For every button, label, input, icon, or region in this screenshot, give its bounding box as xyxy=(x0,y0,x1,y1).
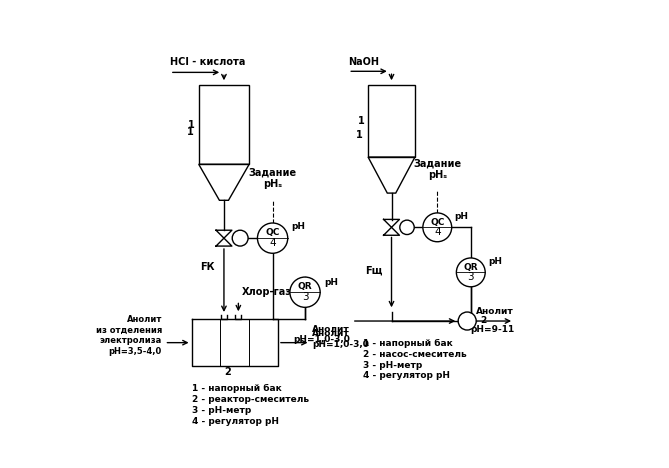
Text: 1: 1 xyxy=(356,131,363,140)
Text: 2 - реактор-смеситель: 2 - реактор-смеситель xyxy=(191,395,308,404)
Text: pH: pH xyxy=(324,278,338,287)
Text: 4: 4 xyxy=(270,238,276,249)
Text: 3: 3 xyxy=(302,292,308,302)
Text: QC: QC xyxy=(266,228,280,237)
Circle shape xyxy=(458,312,476,330)
Text: 1: 1 xyxy=(189,120,195,130)
Circle shape xyxy=(258,223,288,253)
Text: Задание
pHₛ: Задание pHₛ xyxy=(248,168,296,190)
Text: 2 - насос-смеситель: 2 - насос-смеситель xyxy=(363,350,466,359)
Text: 3 - рН-метр: 3 - рН-метр xyxy=(191,406,251,415)
Text: Анолит: Анолит xyxy=(476,307,514,315)
Text: 4: 4 xyxy=(434,227,441,237)
Text: Fщ: Fщ xyxy=(365,265,383,276)
Text: Анолит
из отделения
электролиза
рН=3,5-4,0: Анолит из отделения электролиза рН=3,5-4… xyxy=(96,315,162,356)
Text: 1: 1 xyxy=(187,127,193,137)
Text: 1: 1 xyxy=(358,116,365,126)
Text: NaOH: NaOH xyxy=(349,57,379,67)
Text: Задание
pHₛ: Задание pHₛ xyxy=(413,159,462,181)
Text: Анолит
рН=1,0-3,0: Анолит рН=1,0-3,0 xyxy=(312,329,369,349)
Text: Хлор-газ: Хлор-газ xyxy=(242,287,292,297)
Text: 4 - регулятор рН: 4 - регулятор рН xyxy=(191,417,278,425)
Text: рН=9-11: рН=9-11 xyxy=(470,325,514,334)
Text: pH: pH xyxy=(291,222,305,231)
Text: 1 - напорный бак: 1 - напорный бак xyxy=(191,384,281,393)
Text: 3: 3 xyxy=(468,272,474,282)
Text: Анолит
рН=1,0-3,0: Анолит рН=1,0-3,0 xyxy=(293,325,350,344)
Text: pH: pH xyxy=(454,212,468,221)
Text: 1 - напорный бак: 1 - напорный бак xyxy=(363,339,452,348)
Text: 2: 2 xyxy=(480,316,486,325)
Text: QC: QC xyxy=(430,218,444,227)
Text: 3 - рН-метр: 3 - рН-метр xyxy=(363,361,422,370)
Text: HCl - кислота: HCl - кислота xyxy=(170,57,246,67)
Circle shape xyxy=(400,220,414,234)
Text: QR: QR xyxy=(298,282,312,292)
Circle shape xyxy=(423,213,452,242)
Text: QR: QR xyxy=(464,263,478,272)
Circle shape xyxy=(456,258,485,287)
Text: pH: pH xyxy=(488,257,502,266)
Text: FК: FК xyxy=(201,262,215,272)
Text: 4 - регулятор рН: 4 - регулятор рН xyxy=(363,372,450,380)
Circle shape xyxy=(290,277,320,307)
Circle shape xyxy=(232,230,248,246)
Text: 2: 2 xyxy=(224,367,231,377)
